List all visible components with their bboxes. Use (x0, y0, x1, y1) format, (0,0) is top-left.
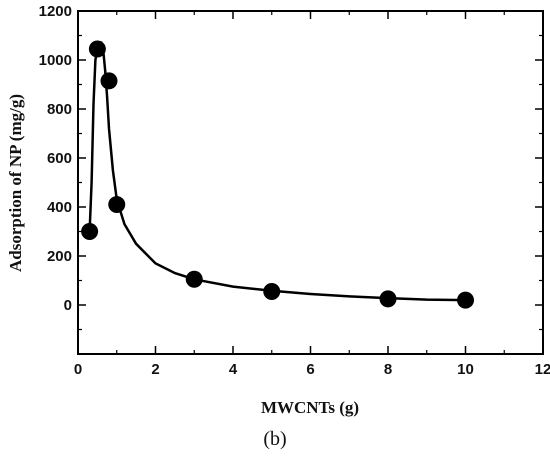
y-tick-label: 200 (47, 248, 72, 265)
data-point (263, 283, 281, 301)
x-tick-label: 0 (74, 361, 82, 378)
data-point (88, 40, 106, 58)
x-tick-label: 10 (457, 361, 474, 378)
x-tick-label: 8 (384, 361, 392, 378)
data-point (108, 196, 126, 214)
data-point (457, 291, 474, 309)
x-tick-label: 12 (535, 361, 550, 378)
y-tick-label: 1200 (39, 3, 72, 20)
x-axis-title: MWCNTs (g) (261, 398, 359, 417)
data-points (81, 40, 474, 309)
y-axis-ticks: 0 200 400 600 800 1000 1200 (39, 3, 543, 331)
y-axis-title: Adsorption of NP (mg/g) (6, 94, 25, 272)
x-axis-ticks: 0 2 4 6 8 10 12 (74, 11, 550, 378)
data-point (185, 270, 203, 288)
x-tick-label: 4 (229, 361, 238, 378)
y-tick-label: 800 (47, 101, 72, 118)
data-point (100, 72, 118, 90)
data-point (81, 223, 99, 240)
x-tick-label: 6 (306, 361, 314, 378)
y-tick-label: 400 (47, 199, 72, 216)
fit-curve (88, 40, 466, 302)
data-point (379, 290, 397, 308)
y-tick-label: 0 (64, 297, 72, 314)
panel-label: (b) (263, 428, 286, 450)
y-tick-label: 1000 (39, 52, 72, 69)
y-tick-label: 600 (47, 150, 72, 167)
x-tick-label: 2 (151, 361, 159, 378)
